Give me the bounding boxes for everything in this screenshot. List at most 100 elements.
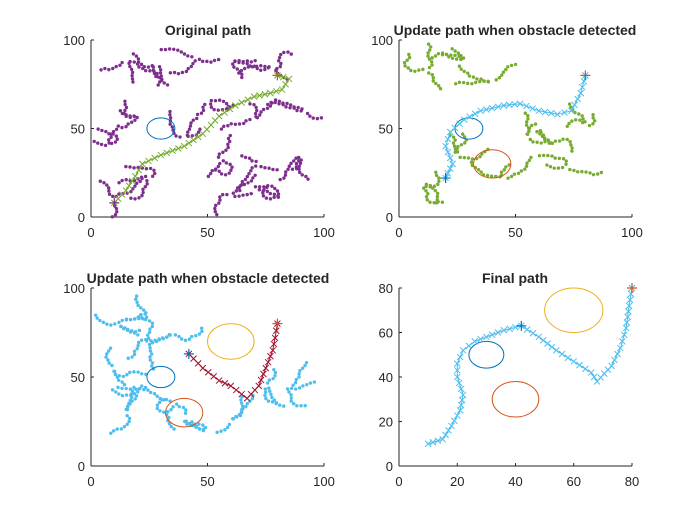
tree-node-dot — [417, 68, 421, 72]
path-x-marker — [215, 112, 223, 120]
tree-node-dot — [428, 48, 432, 52]
path-x-marker — [122, 187, 130, 194]
tree-node-dot — [552, 166, 556, 170]
tree-node-dot — [122, 327, 126, 331]
tree-node-dot — [457, 64, 462, 68]
tree-node-dot — [154, 74, 158, 79]
tree-node-dot — [124, 393, 129, 397]
tree-node-dot — [138, 386, 142, 391]
tree-node-dot — [246, 65, 251, 69]
tree-node-dot — [271, 376, 275, 381]
tree-node-dot — [233, 194, 237, 199]
tree-node-dot — [572, 168, 576, 173]
path-x-marker — [626, 296, 634, 304]
tree-node-dot — [109, 135, 113, 139]
tree-node-dot — [107, 67, 111, 72]
tree-node-dot — [110, 215, 115, 219]
tree-node-dot — [294, 161, 299, 166]
tree-node-dot — [181, 405, 186, 410]
path-x-marker — [264, 358, 272, 366]
tree-node-dot — [225, 192, 229, 197]
tree-node-dot — [114, 390, 118, 394]
tree-node-dot — [239, 401, 244, 405]
tree-node-dot — [289, 386, 294, 391]
tree-node-dot — [556, 166, 561, 170]
tree-node-dot — [249, 60, 253, 64]
tree-node-dot — [124, 386, 128, 391]
path-x-marker — [561, 109, 568, 116]
path-x-marker — [624, 313, 631, 321]
tree-node-dot — [247, 171, 251, 176]
tree-node-dot — [229, 122, 233, 126]
tree-node-dot — [213, 206, 217, 211]
tree-node-dot — [266, 102, 270, 107]
tree-node-dot — [138, 313, 143, 317]
tree-node-dot — [296, 105, 300, 110]
obstacle-circle — [544, 287, 604, 333]
tree-node-dot — [312, 380, 317, 384]
tree-node-dot — [219, 172, 224, 176]
tree-node-dot — [146, 388, 150, 392]
tree-node-dot — [135, 347, 139, 351]
tree-node-dot — [96, 127, 100, 131]
tree-node-dot — [197, 427, 202, 431]
tree-node-dot — [109, 132, 113, 136]
tree-node-dot — [276, 59, 281, 63]
tree-node-dot — [297, 372, 301, 376]
tree-node-dot — [111, 129, 116, 134]
y-tick-label: 50 — [379, 122, 393, 137]
tree-node-dot — [216, 155, 221, 159]
path-x-marker — [260, 370, 267, 378]
tree-node-dot — [226, 136, 231, 141]
tree-node-dot — [136, 343, 140, 348]
path-x-marker — [453, 360, 461, 368]
tree-node-dot — [577, 112, 581, 116]
tree-node-dot — [289, 103, 293, 107]
tree-node-dot — [176, 48, 180, 52]
tree-node-dot — [213, 168, 218, 172]
tree-node-dot — [248, 117, 252, 122]
path-x-marker — [278, 86, 286, 93]
tree-node-dot — [121, 374, 126, 379]
path-x-marker — [465, 342, 473, 350]
tree-node-dot — [285, 101, 289, 106]
tree-node-dot — [225, 425, 230, 430]
tree-node-dot — [155, 394, 159, 398]
tree-node-dot — [141, 187, 145, 192]
tree-node-dot — [128, 330, 133, 334]
tree-node-dot — [110, 363, 114, 368]
subplot-final-path: Final path 0 20 40 60 80 0 20 40 60 80 — [379, 270, 640, 489]
tree-node-dot — [148, 358, 153, 362]
tree-node-dot — [135, 115, 139, 120]
tree-node-dot — [289, 52, 293, 56]
tree-node-dot — [174, 134, 178, 138]
tree-node-dot — [224, 161, 229, 165]
tree-node-dot — [128, 370, 132, 375]
tree-node-dot — [565, 124, 569, 129]
tree-node-dot — [116, 385, 120, 390]
tree-node-dot — [258, 113, 262, 117]
tree-node-dot — [229, 168, 233, 172]
path-x-marker — [250, 93, 258, 100]
tree-node-dot — [199, 326, 204, 330]
tree-node-dot — [244, 119, 248, 123]
tree-node-dot — [150, 174, 155, 178]
tree-node-dot — [304, 360, 309, 365]
subplot-title: Original path — [165, 22, 251, 38]
path-x-marker — [457, 401, 465, 409]
tree-node-dot — [550, 154, 554, 158]
path-x-marker — [590, 373, 598, 381]
tree-node-dot — [245, 401, 249, 406]
tree-node-dot — [245, 192, 249, 197]
tree-node-dot — [485, 173, 490, 178]
tree-node-dot — [431, 79, 435, 83]
path-x-marker — [180, 142, 188, 150]
tree-node-dot — [132, 370, 136, 374]
tree-node-dot — [190, 420, 194, 424]
tree-node-dot — [200, 329, 204, 334]
tree-node-dot — [133, 317, 137, 321]
tree-node-dot — [95, 316, 99, 320]
tree-node-dot — [305, 111, 310, 116]
tree-node-dot — [568, 167, 572, 172]
tree-node-dot — [454, 82, 458, 86]
